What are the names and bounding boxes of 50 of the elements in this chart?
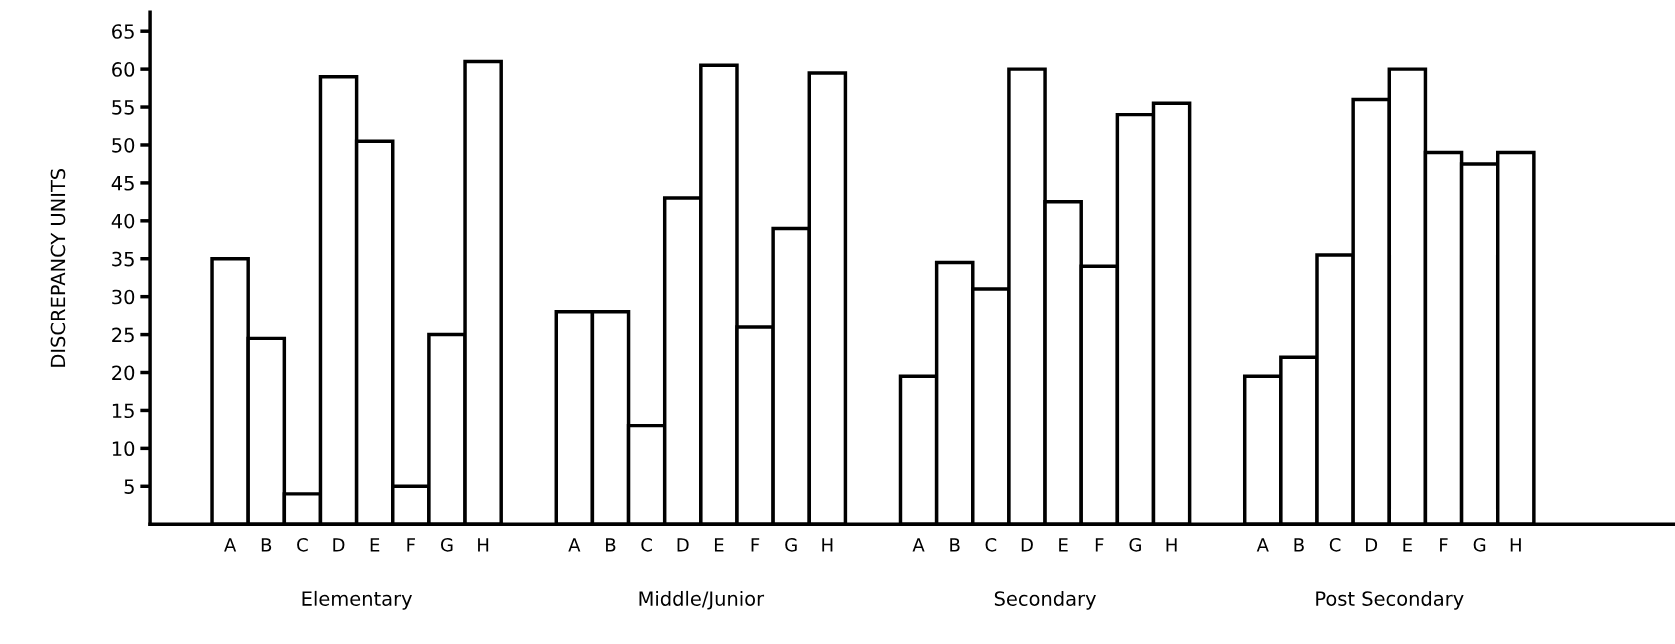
text: C bbox=[985, 538, 997, 552]
y-axis-title: DISCREPANCY UNITS bbox=[50, 168, 66, 367]
y-tick-label: 50 bbox=[112, 137, 135, 153]
text: H bbox=[1166, 538, 1177, 552]
text: D bbox=[677, 538, 689, 552]
x-tick-label: Secondary bbox=[994, 590, 1096, 610]
y-tick-label: 35 bbox=[112, 251, 134, 267]
text: A bbox=[568, 538, 581, 552]
y-tick-label: 45 bbox=[111, 176, 134, 191]
text: B bbox=[950, 538, 960, 552]
x-tick-label: Post Secondary bbox=[1316, 590, 1464, 610]
y-tick-label: 55 bbox=[112, 100, 134, 115]
y-tick-label: 20 bbox=[112, 365, 135, 381]
text: B bbox=[606, 538, 616, 552]
y-tick-label: 25 bbox=[112, 327, 134, 343]
text: C bbox=[1329, 538, 1341, 552]
y-tick-label: 60 bbox=[112, 62, 135, 77]
text: D bbox=[1366, 538, 1378, 552]
text: H bbox=[822, 538, 833, 552]
y-tick-label: 5 bbox=[124, 479, 134, 494]
series-label: C bbox=[297, 538, 308, 552]
text: G bbox=[785, 538, 797, 552]
series-label: A bbox=[224, 538, 237, 552]
series-label: B bbox=[261, 538, 272, 552]
y-tick-label: 65 bbox=[112, 24, 134, 39]
text: F bbox=[751, 538, 760, 552]
series-label: F bbox=[407, 538, 415, 552]
y-tick-label: 15 bbox=[112, 403, 134, 419]
text: A bbox=[1256, 538, 1269, 552]
x-tick-label: Elementary bbox=[302, 590, 412, 610]
text: D bbox=[1021, 538, 1033, 552]
x-tick-label: Middle/Junior bbox=[639, 590, 765, 610]
series-label: D bbox=[333, 538, 345, 552]
series-label: G bbox=[440, 538, 453, 552]
text: F bbox=[1095, 538, 1104, 552]
text: H bbox=[1510, 538, 1521, 552]
text: F bbox=[1440, 538, 1448, 552]
text: G bbox=[1129, 538, 1141, 552]
y-tick-label: 10 bbox=[112, 441, 135, 457]
text: G bbox=[1473, 538, 1486, 552]
y-tick-label: 30 bbox=[112, 289, 135, 305]
text: A bbox=[912, 538, 925, 552]
text: E bbox=[1403, 538, 1412, 552]
y-tick-label: 40 bbox=[111, 213, 135, 229]
series-label: H bbox=[478, 538, 489, 552]
series-label: E bbox=[370, 538, 380, 552]
text: B bbox=[1294, 538, 1304, 552]
text: C bbox=[641, 538, 652, 552]
text: E bbox=[714, 538, 724, 552]
text: E bbox=[1059, 538, 1068, 552]
